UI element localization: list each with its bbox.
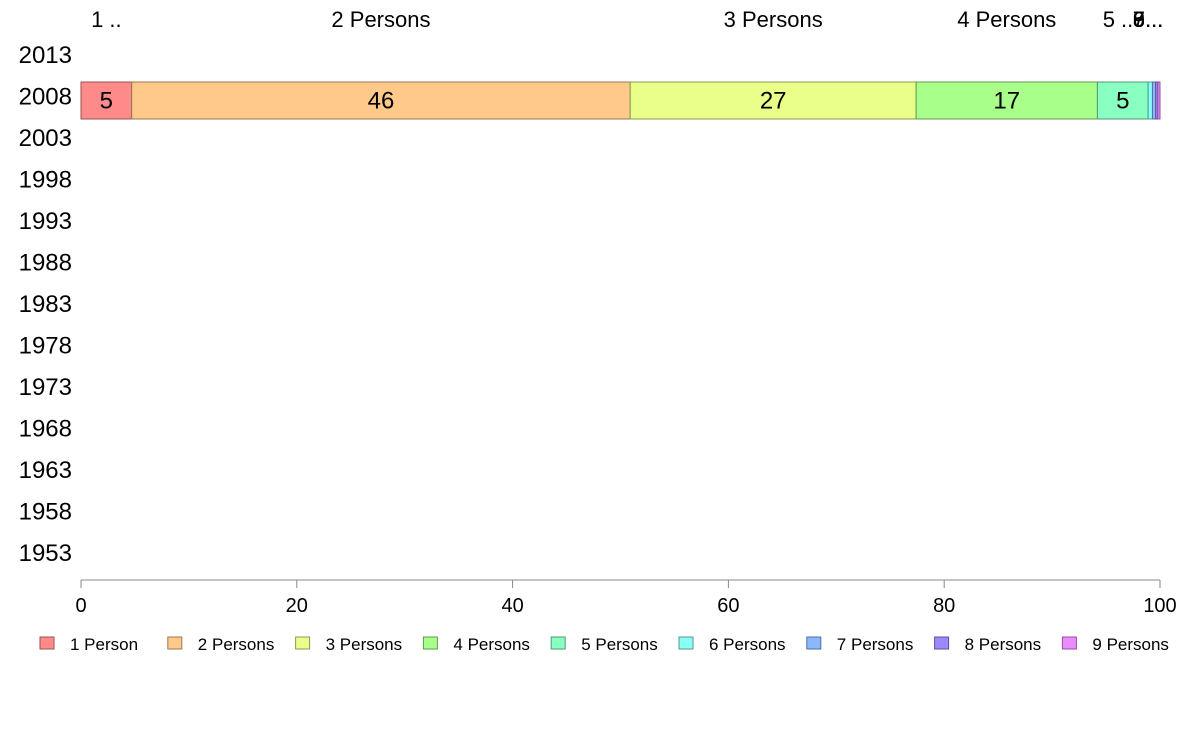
legend-swatch: [678, 636, 694, 650]
bar-segment: [131, 81, 631, 120]
y-tick-label: 2013: [19, 42, 72, 69]
top-labels: 1 .. 2 Persons 3 Persons 4 Persons 5 .. 6...7…: [91, 7, 1163, 32]
x-tick-label: 80: [933, 595, 955, 617]
bar-segment: [629, 81, 917, 120]
x-tick-label: 40: [501, 595, 523, 617]
series-top-label: 1 ..: [91, 7, 122, 32]
legend: 1 Person 2 Persons 3 Persons 4 Persons 5 Per…: [39, 635, 1169, 654]
x-tick-label: 60: [717, 595, 739, 617]
y-tick-label: 1983: [19, 291, 72, 318]
legend-swatch: [422, 636, 438, 650]
y-tick-label: 2003: [19, 125, 72, 152]
y-tick-label: 1998: [19, 167, 72, 194]
legend-label: 4 Persons: [453, 635, 530, 654]
series-top-label: 6...: [1133, 7, 1164, 32]
y-tick-label: 1968: [19, 416, 72, 443]
series-top-label: 3 Persons: [724, 7, 823, 32]
legend-swatch: [295, 636, 311, 650]
legend-swatch: [806, 636, 822, 650]
legend-label: 8 Persons: [965, 635, 1042, 654]
legend-label: 5 Persons: [581, 635, 658, 654]
data-label: 5: [100, 88, 113, 115]
data-label: 17: [993, 88, 1020, 115]
y-tick-label: 1973: [19, 374, 72, 401]
series-top-label: 7...: [1133, 7, 1164, 32]
legend-label: 1 Person: [70, 635, 138, 654]
y-tick-label: 1988: [19, 250, 72, 277]
y-tick-label: 1953: [19, 540, 72, 567]
data-label: 5: [1116, 88, 1129, 115]
legend-label: 2 Persons: [198, 635, 275, 654]
bar-segment: [1147, 81, 1153, 120]
y-tick-label: 1978: [19, 333, 72, 360]
bars: 5 46 27 17 5: [80, 81, 1161, 120]
series-top-label: 8...: [1133, 7, 1164, 32]
legend-swatch: [934, 636, 950, 650]
y-axis-labels: 2013 2008 2003 1998 1993 1988 1983 1978 1973 1968…: [19, 42, 72, 567]
bar-segment: [915, 81, 1098, 120]
legend-label: 3 Persons: [326, 635, 403, 654]
series-top-label: 4 Persons: [957, 7, 1056, 32]
y-tick-label: 1993: [19, 208, 72, 235]
x-tick-label: 0: [75, 595, 86, 617]
legend-swatch: [550, 636, 566, 650]
legend-swatch: [167, 636, 183, 650]
legend-label: 6 Persons: [709, 635, 786, 654]
y-tick-label: 2008: [19, 84, 72, 111]
x-tick-label: 100: [1143, 595, 1176, 617]
bar-segment: [1157, 81, 1161, 120]
y-tick-label: 1958: [19, 499, 72, 526]
legend-swatch: [1061, 636, 1077, 650]
legend-label: 9 Persons: [1092, 635, 1169, 654]
legend-label: 7 Persons: [837, 635, 914, 654]
series-top-label: 5 ..: [1103, 7, 1134, 32]
bar-segment: [1096, 81, 1149, 120]
legend-swatch: [39, 636, 55, 650]
data-label: 46: [368, 88, 395, 115]
x-axis: 0 20 40 60 80 100: [75, 579, 1177, 617]
x-tick-label: 20: [286, 595, 308, 617]
series-top-label: 2 Persons: [331, 7, 430, 32]
y-tick-label: 1963: [19, 457, 72, 484]
series-top-label: 9...: [1133, 7, 1164, 32]
data-label: 27: [760, 88, 787, 115]
